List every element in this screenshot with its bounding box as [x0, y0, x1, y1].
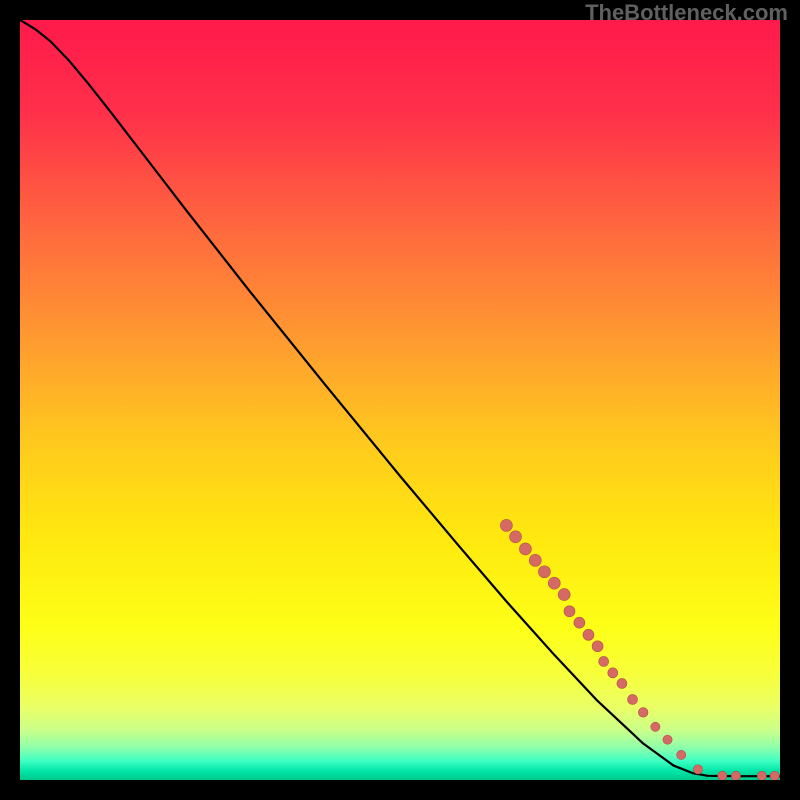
watermark-text: TheBottleneck.com [585, 0, 788, 26]
chart-stage: TheBottleneck.com [0, 0, 800, 800]
curve-marker [500, 519, 512, 531]
curve-marker [663, 735, 672, 744]
plot-svg [20, 20, 780, 780]
curve-marker [693, 765, 702, 774]
curve-marker [529, 554, 541, 566]
curve-marker [510, 531, 522, 543]
curve-marker [583, 629, 594, 640]
curve-marker [651, 722, 660, 731]
curve-marker [608, 668, 618, 678]
curve-marker [538, 566, 550, 578]
curve-marker [558, 589, 570, 601]
curve-marker [718, 771, 727, 780]
curve-marker [564, 606, 575, 617]
plot-area [20, 20, 780, 780]
curve-marker [638, 708, 648, 718]
curve-marker [677, 750, 686, 759]
curve-marker [757, 771, 766, 780]
curve-marker [574, 617, 585, 628]
curve-marker [599, 656, 609, 666]
curve-marker [731, 771, 740, 780]
curve-marker [592, 641, 603, 652]
curve-marker [519, 543, 531, 555]
curve-marker [628, 694, 638, 704]
curve-marker [548, 577, 560, 589]
curve-marker [617, 678, 627, 688]
curve-marker [770, 771, 779, 780]
gradient-background [20, 20, 780, 780]
